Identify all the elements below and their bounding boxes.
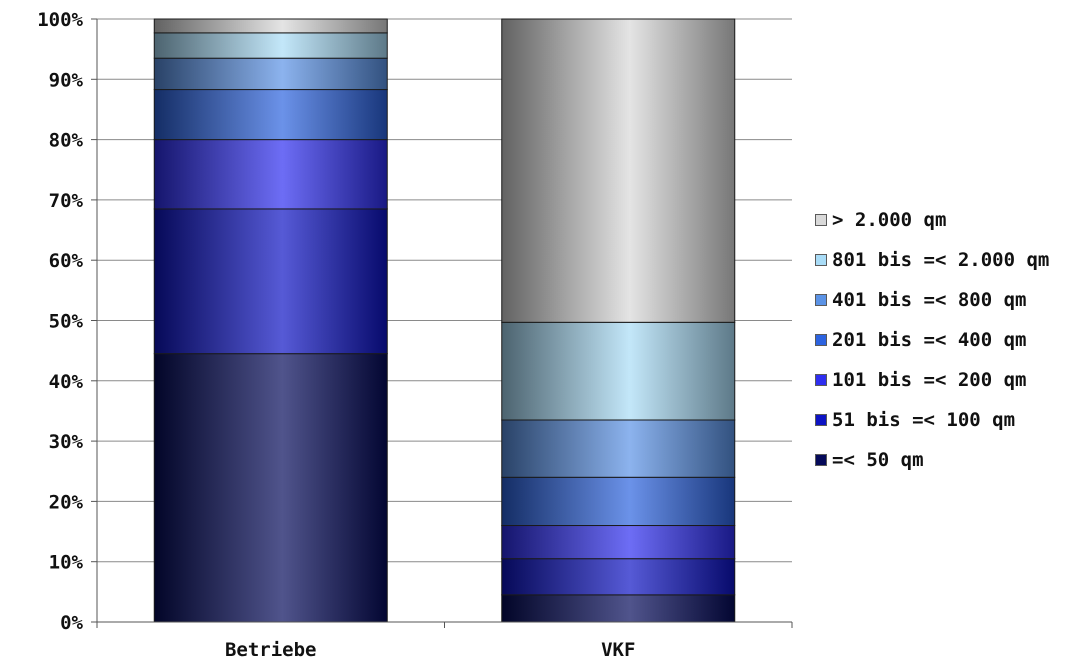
legend-swatch	[815, 254, 827, 266]
legend-swatch	[815, 214, 827, 226]
bar-segment	[153, 139, 388, 210]
y-tick-label: 90%	[49, 69, 84, 91]
legend-label: 101 bis =< 200 qm	[832, 369, 1027, 391]
bar-segment	[153, 32, 388, 59]
bar-segment	[153, 89, 388, 141]
y-tick-label: 100%	[37, 9, 83, 31]
legend: > 2.000 qm 801 bis =< 2.000 qm 401 bis =< …	[815, 200, 1049, 480]
bar-segment	[501, 594, 736, 623]
x-category-label: Betriebe	[225, 639, 317, 661]
legend-label: 401 bis =< 800 qm	[832, 289, 1027, 311]
bar-segment	[153, 18, 388, 34]
bar-segment	[501, 419, 736, 478]
y-tick-label: 20%	[49, 491, 84, 513]
bar-segment	[501, 558, 736, 596]
legend-swatch	[815, 294, 827, 306]
bars	[153, 18, 736, 623]
y-tick-label: 10%	[49, 552, 84, 574]
legend-item: 401 bis =< 800 qm	[815, 280, 1049, 320]
legend-label: =< 50 qm	[832, 449, 924, 471]
y-tick-label: 0%	[60, 612, 83, 634]
legend-item: > 2.000 qm	[815, 200, 1049, 240]
legend-label: 51 bis =< 100 qm	[832, 409, 1016, 431]
bar-segment	[501, 321, 736, 421]
bar-segment	[153, 353, 388, 623]
legend-label: 201 bis =< 400 qm	[832, 329, 1027, 351]
legend-item: 101 bis =< 200 qm	[815, 360, 1049, 400]
legend-item: =< 50 qm	[815, 440, 1049, 480]
y-tick-label: 60%	[49, 250, 84, 272]
legend-swatch	[815, 414, 827, 426]
bar-segment	[501, 18, 736, 323]
y-tick-label: 80%	[49, 130, 84, 152]
bar-segment	[153, 208, 388, 355]
bar-segment	[501, 476, 736, 527]
legend-swatch	[815, 374, 827, 386]
legend-item: 801 bis =< 2.000 qm	[815, 240, 1049, 280]
legend-swatch	[815, 334, 827, 346]
y-tick-label: 40%	[49, 371, 84, 393]
y-tick-label: 50%	[49, 311, 84, 333]
x-category-label: VKF	[601, 639, 635, 661]
legend-item: 51 bis =< 100 qm	[815, 400, 1049, 440]
y-tick-label: 30%	[49, 431, 84, 453]
legend-label: > 2.000 qm	[832, 209, 947, 231]
legend-label: 801 bis =< 2.000 qm	[832, 249, 1050, 271]
y-tick-label: 70%	[49, 190, 84, 212]
bar-segment	[153, 57, 388, 91]
axes: 0% 10% 20% 30% 40% 50% 60% 70% 80% 90% 100% Betrieb…	[37, 9, 793, 661]
bar-segment	[501, 525, 736, 560]
legend-swatch	[815, 454, 827, 466]
legend-item: 201 bis =< 400 qm	[815, 320, 1049, 360]
